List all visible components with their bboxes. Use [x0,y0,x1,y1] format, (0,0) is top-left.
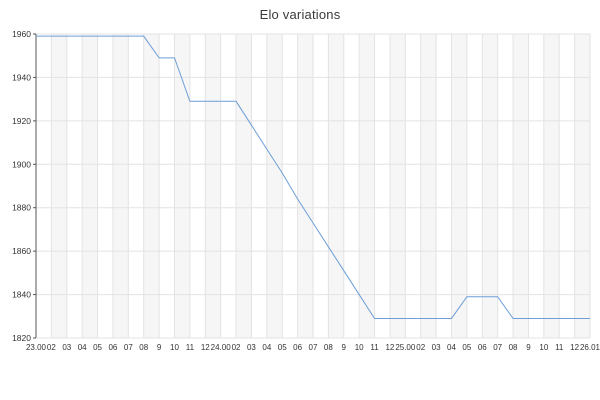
x-axis-label: 05 [93,343,102,352]
x-axis-label: 12 [570,343,579,352]
x-axis-label: 11 [186,343,195,352]
y-axis-label: 1820 [12,333,31,343]
x-axis-label: 07 [309,343,318,352]
x-axis-label: 06 [108,343,117,352]
y-axis-label: 1860 [12,246,31,256]
plot-band [328,34,344,338]
x-axis-label: 11 [370,343,379,352]
x-axis-label: 25.00 [395,343,416,352]
y-axis-label: 1920 [12,116,31,126]
x-axis-label: 03 [62,343,71,352]
x-axis-label: 04 [78,343,87,352]
x-axis-label: 10 [539,343,548,352]
y-axis-label: 1960 [12,29,31,39]
y-axis-label: 1840 [12,290,31,300]
plot-band [82,34,98,338]
x-axis-label: 11 [555,343,564,352]
plot-band [451,34,467,338]
plot-band [205,34,221,338]
plot-band [51,34,67,338]
plot-band [389,34,406,338]
x-axis-label: 10 [170,343,179,352]
x-axis-label: 23.00 [26,343,47,352]
plot-band [266,34,283,338]
plot-band [143,34,160,338]
x-axis-label: 24.00 [211,343,232,352]
x-axis-label: 08 [139,343,148,352]
x-axis-label: 08 [324,343,333,352]
plot-band [359,34,375,338]
x-axis-label: 02 [47,343,56,352]
x-axis-label: 05 [278,343,287,352]
y-axis-label: 1880 [12,203,31,213]
chart-title: Elo variations [259,7,341,22]
x-axis-label: 12 [385,343,394,352]
plot-band [174,34,190,338]
x-axis-label: 07 [124,343,133,352]
x-axis-label: 26.01 [580,343,600,352]
y-axis-label: 1940 [12,72,31,82]
plot-band [420,34,437,338]
plot-band [574,34,590,338]
x-axis-label: 06 [293,343,302,352]
x-axis-label: 02 [416,343,425,352]
x-axis-label: 05 [462,343,471,352]
plot-band [112,34,129,338]
x-axis-label: 9 [342,343,347,352]
x-axis-label: 06 [478,343,487,352]
y-axis-label: 1900 [12,159,31,169]
x-axis-label: 03 [247,343,256,352]
x-axis-label: 12 [201,343,210,352]
x-axis-label: 07 [493,343,502,352]
x-axis-label: 10 [355,343,364,352]
plot-band [543,34,560,338]
elo-line-series [36,35,590,319]
x-axis-label: 08 [509,343,518,352]
plot-band [236,34,252,338]
plot-band [513,34,529,338]
plot-band [482,34,498,338]
x-axis-label: 03 [432,343,441,352]
x-axis-label: 9 [157,343,162,352]
x-axis-label: 04 [447,343,456,352]
x-axis-label: 9 [526,343,531,352]
x-axis-label: 02 [232,343,241,352]
plot-band [297,34,313,338]
x-axis-label: 04 [262,343,271,352]
